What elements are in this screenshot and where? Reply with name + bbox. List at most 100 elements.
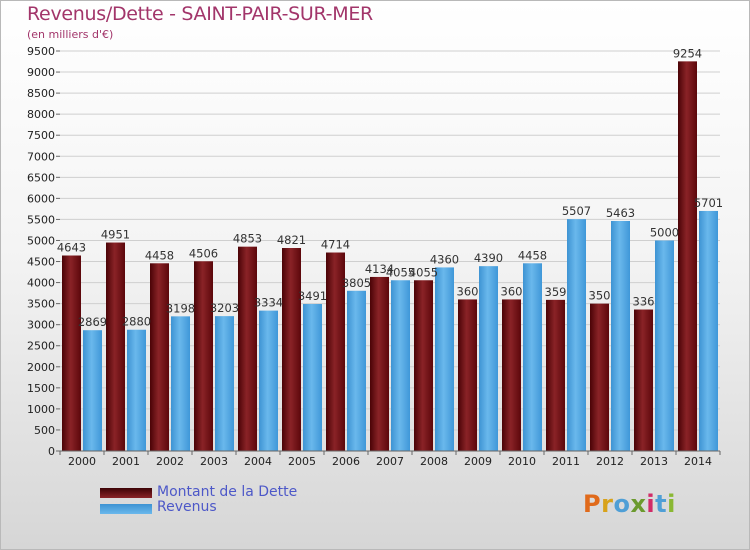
bar-revenus-2008 <box>435 267 454 451</box>
data-label-dette-2012: 350 <box>589 289 611 303</box>
data-label-dette-2005: 4821 <box>277 233 306 247</box>
y-tick-label: 1500 <box>27 382 55 395</box>
y-tick-label: 3000 <box>27 319 55 332</box>
data-label-revenus-2009: 4390 <box>474 251 503 265</box>
data-label-revenus-2012: 5463 <box>606 206 635 220</box>
bar-dette-2013 <box>634 309 653 451</box>
data-label-dette-2004: 4853 <box>233 232 262 246</box>
bar-dette-2002 <box>150 263 169 451</box>
bar-dette-2007 <box>370 276 389 451</box>
bar-dette-2006 <box>326 252 345 451</box>
bar-revenus-2002 <box>171 316 190 451</box>
chart-subtitle: (en milliers d'€) <box>27 28 114 41</box>
y-tick-label: 5500 <box>27 213 55 226</box>
bar-revenus-2014 <box>699 210 718 451</box>
bar-dette-2005 <box>282 248 301 451</box>
legend-swatch-dette <box>100 488 152 498</box>
x-axis-ticks: 2000 2001 2002 2003 2004 2005 2006 2007 2008 2009… <box>59 451 721 468</box>
data-label-dette-2002: 4458 <box>145 248 174 262</box>
data-label-revenus-2010: 4458 <box>518 248 547 262</box>
data-label-dette-2001: 4951 <box>101 228 130 242</box>
y-axis-ticks: 0 500 1000 1500 2000 2500 3000 3500 4000 4500 5000… <box>27 45 60 458</box>
y-tick-label: 1000 <box>27 403 55 416</box>
x-tick-label-2009: 2009 <box>464 455 492 468</box>
bars-group <box>62 61 718 451</box>
data-label-revenus-2005: 3491 <box>298 289 327 303</box>
bar-dette-2003 <box>194 261 213 451</box>
bar-dette-2009 <box>458 299 477 451</box>
logo-letter: r <box>601 490 614 518</box>
y-tick-label: 7500 <box>27 129 55 142</box>
x-tick-label-2012: 2012 <box>596 455 624 468</box>
data-label-revenus-2002: 3198 <box>166 301 195 315</box>
bar-dette-2012 <box>590 303 609 451</box>
x-tick-label-2014: 2014 <box>684 455 712 468</box>
bar-dette-2004 <box>238 246 257 451</box>
data-label-dette-2008: 4055 <box>409 265 438 279</box>
data-label-dette-2014: 9254 <box>673 46 702 60</box>
bar-dette-2014 <box>678 61 697 451</box>
x-tick-label-2003: 2003 <box>200 455 228 468</box>
data-label-revenus-2011: 5507 <box>562 204 591 218</box>
data-label-dette-2010: 360 <box>501 284 523 298</box>
data-label-dette-2011: 359 <box>545 285 567 299</box>
logo-letter: x <box>630 490 647 518</box>
legend-label-dette: Montant de la Dette <box>157 484 298 500</box>
x-tick-label-2013: 2013 <box>640 455 668 468</box>
data-label-dette-2000: 4643 <box>57 241 86 255</box>
data-label-dette-2013: 336 <box>633 295 655 309</box>
data-label-revenus-2001: 2880 <box>122 315 151 329</box>
bar-revenus-2012 <box>611 220 630 451</box>
y-tick-label: 500 <box>34 424 55 437</box>
legend-label-revenus: Revenus <box>157 499 217 515</box>
y-tick-label: 5000 <box>27 234 55 247</box>
bar-revenus-2000 <box>83 330 102 451</box>
logo-letter: i <box>667 490 676 518</box>
x-tick-label-2000: 2000 <box>68 455 96 468</box>
bar-dette-2011 <box>546 299 565 451</box>
x-tick-label-2006: 2006 <box>332 455 360 468</box>
x-tick-label-2008: 2008 <box>420 455 448 468</box>
x-tick-label-2010: 2010 <box>508 455 536 468</box>
y-tick-label: 8500 <box>27 87 55 100</box>
x-tick-label-2007: 2007 <box>376 455 404 468</box>
x-tick-label-2005: 2005 <box>288 455 316 468</box>
y-tick-label: 4500 <box>27 256 55 269</box>
data-label-revenus-2014: 5701 <box>694 196 723 210</box>
y-tick-label: 8000 <box>27 108 55 121</box>
data-label-dette-2003: 4506 <box>189 246 218 260</box>
gridlines <box>60 50 720 452</box>
data-label-dette-2009: 360 <box>457 284 479 298</box>
data-label-revenus-2000: 2869 <box>78 315 107 329</box>
bar-revenus-2013 <box>655 240 674 451</box>
bar-dette-2008 <box>414 280 433 451</box>
data-label-revenus-2003: 3203 <box>210 301 239 315</box>
bar-dette-2001 <box>106 242 125 451</box>
x-tick-label-2002: 2002 <box>156 455 184 468</box>
legend-swatch-revenus <box>100 504 152 514</box>
logo-letter: i <box>646 490 656 518</box>
data-label-revenus-2004: 3334 <box>254 296 283 310</box>
bar-revenus-2007 <box>391 280 410 451</box>
bar-revenus-2003 <box>215 316 234 451</box>
bar-revenus-2005 <box>303 304 322 451</box>
bar-revenus-2011 <box>567 219 586 451</box>
data-labels-group: 4643 2869 4951 2880 4458 3198 4506 3203 4853 3334… <box>57 46 723 329</box>
y-tick-label: 7000 <box>27 150 55 163</box>
data-label-revenus-2008: 4360 <box>430 252 459 266</box>
y-tick-label: 2000 <box>27 361 55 374</box>
y-tick-label: 4000 <box>27 277 55 290</box>
bar-revenus-2006 <box>347 290 366 451</box>
logo-letter: P <box>583 490 602 518</box>
bar-dette-2010 <box>502 299 521 451</box>
x-tick-label-2004: 2004 <box>244 455 272 468</box>
x-tick-label-2011: 2011 <box>552 455 580 468</box>
logo-letter: o <box>613 490 631 518</box>
y-tick-label: 6000 <box>27 192 55 205</box>
chart-title: Revenus/Dette - SAINT-PAIR-SUR-MER <box>27 3 373 25</box>
x-tick-label-2001: 2001 <box>112 455 140 468</box>
bar-dette-2000 <box>62 255 81 451</box>
bar-revenus-2001 <box>127 329 146 451</box>
y-tick-label: 6500 <box>27 171 55 184</box>
